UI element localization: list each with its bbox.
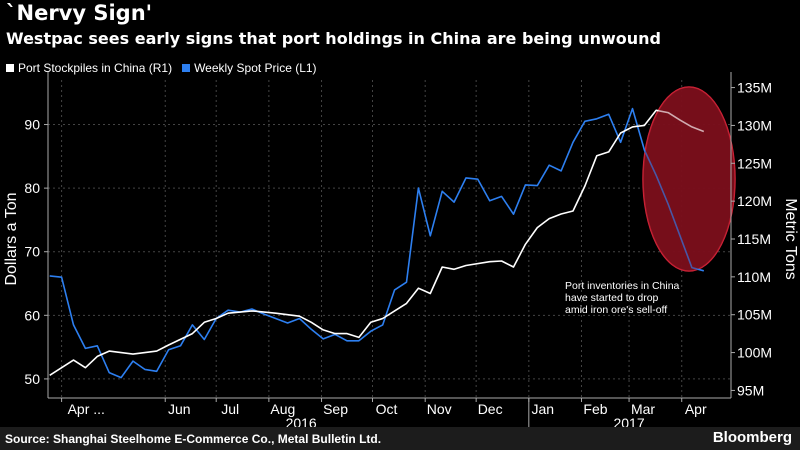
right-tick-label: 110M [737, 269, 771, 285]
year-label: 2016 [286, 415, 317, 427]
x-tick-label: Nov [427, 401, 452, 417]
x-tick-label: Aug [270, 401, 295, 417]
x-tick-label: Apr ... [68, 401, 105, 417]
annotation-line: have started to drop [565, 292, 659, 304]
x-tick-label: Mar [631, 401, 655, 417]
legend-swatch-white [6, 64, 14, 72]
source-note: Source: Shanghai Steelhome E-Commerce Co… [5, 432, 382, 446]
grid-lines [48, 80, 731, 398]
left-tick-label: 70 [24, 244, 40, 260]
highlight-overlay [643, 87, 735, 271]
legend-swatch-blue [182, 64, 191, 72]
chart-subtitle: Westpac sees early signs that port holdi… [6, 29, 661, 48]
right-tick-label: 100M [737, 345, 772, 361]
x-tick-label: Jun [168, 401, 191, 417]
left-tick-label: 60 [24, 307, 40, 323]
x-tick-label: Jul [221, 401, 239, 417]
x-tick-label: Feb [583, 401, 607, 417]
annotation-text: Port inventories in China have started to… [565, 280, 680, 316]
legend: Port Stockpiles in China (R1) Weekly Spo… [6, 61, 327, 75]
series-lines [49, 87, 735, 379]
legend-label-spot-price: Weekly Spot Price (L1) [194, 61, 317, 75]
chart-plot: 50 60 70 80 90 95M 100M 105M 110M 115M 120M 125M 130… [3, 72, 799, 427]
x-tick-label: Sep [323, 401, 348, 417]
annotation-line: Port inventories in China [565, 280, 680, 292]
right-tick-label: 105M [737, 307, 772, 323]
plot-background [48, 80, 731, 398]
chart-title: `Nervy Sign' [6, 1, 153, 25]
annotation-group: Port inventories in China have started to… [565, 280, 680, 316]
right-tick-label: 125M [737, 155, 772, 171]
right-tick-label: 120M [737, 193, 772, 209]
stockpiles-line [49, 109, 705, 376]
bloomberg-logo: Bloomberg [712, 429, 792, 446]
right-tick-label: 95M [737, 382, 764, 398]
legend-item-stockpiles: Port Stockpiles in China (R1) [6, 61, 172, 75]
x-tick-label: Jan [532, 401, 555, 417]
right-tick-label: 115M [737, 231, 771, 247]
legend-item-spot-price: Weekly Spot Price (L1) [182, 61, 317, 75]
spot-price-line [49, 107, 705, 379]
left-tick-label: 50 [24, 371, 40, 387]
left-tick-label: 90 [24, 117, 40, 133]
highlight-ellipse [642, 86, 736, 272]
highlight-ellipse-group [642, 86, 736, 272]
right-tick-label: 130M [737, 117, 772, 133]
left-tick-label: 80 [24, 180, 40, 196]
x-tick-label: Oct [376, 401, 398, 417]
year-label: 2017 [613, 415, 644, 427]
x-tick-label: Dec [478, 401, 503, 417]
right-tick-label: 135M [737, 80, 772, 96]
x-tick-label: Apr [685, 401, 707, 417]
annotation-line: amid iron ore's sell-off [565, 304, 667, 316]
footer-bar: Source: Shanghai Steelhome E-Commerce Co… [0, 427, 800, 450]
left-axis-title: Dollars a Ton [3, 192, 20, 285]
axes: 50 60 70 80 90 95M 100M 105M 110M 115M 120M 125M 130… [3, 72, 799, 427]
right-axis-title: Metric Tons [782, 198, 799, 280]
legend-label-stockpiles: Port Stockpiles in China (R1) [18, 61, 173, 75]
